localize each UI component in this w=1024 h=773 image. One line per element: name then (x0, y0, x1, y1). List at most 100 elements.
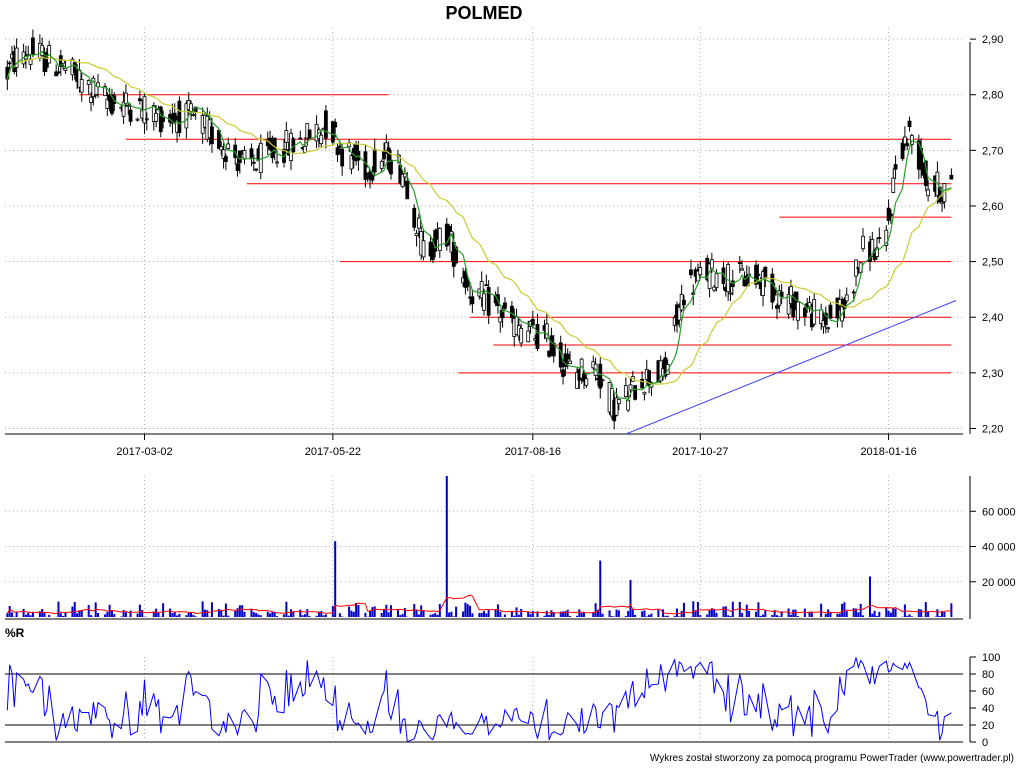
candle-body (124, 93, 127, 103)
volume-bar (548, 615, 550, 617)
volume-bar (778, 616, 780, 617)
candle-body (796, 302, 799, 320)
volume-y-tick-label: 40 000 (982, 542, 1016, 554)
volume-bar (797, 616, 799, 617)
volume-bar (862, 615, 864, 617)
price-y-tick-label: 2,70 (982, 145, 1003, 157)
volume-bar (616, 610, 618, 617)
candle-body (422, 241, 425, 257)
candle-body (892, 178, 895, 192)
candle-body (827, 328, 830, 329)
candle-body (634, 386, 637, 400)
candle-body (178, 101, 181, 132)
volume-bar (353, 612, 355, 617)
volume-bar (178, 614, 180, 617)
volume-bar (418, 614, 420, 617)
price-x-tick-label: 2017-10-27 (672, 446, 728, 458)
volume-bar (469, 606, 471, 617)
candle-body (173, 113, 176, 120)
volume-bar (244, 612, 246, 617)
volume-bar (829, 613, 831, 617)
candle-body (308, 130, 311, 139)
candle-body (406, 181, 409, 199)
volume-bar (939, 616, 941, 617)
volume-bar (857, 612, 859, 617)
volume-bar (895, 609, 897, 617)
candle-body (303, 146, 306, 152)
volume-bar (239, 605, 241, 617)
candle-body (599, 364, 602, 388)
volume-bar (836, 614, 838, 617)
volume-bar (257, 614, 259, 617)
volume-bar (97, 613, 99, 617)
volume-bar (936, 609, 938, 617)
volume-bar (302, 615, 304, 617)
candle-body (624, 386, 627, 397)
volume-bar (323, 615, 325, 617)
volume-y-tick-label: 60 000 (982, 506, 1016, 518)
volume-bar (450, 612, 452, 617)
volume-bar (499, 612, 501, 617)
volume-bar (478, 613, 480, 617)
volume-bar (399, 615, 401, 617)
volume-bar (625, 616, 627, 617)
volume-bar (732, 602, 734, 617)
candle-body (192, 115, 195, 116)
volume-bar (350, 611, 352, 617)
candle-body (601, 380, 604, 381)
volume-bar (546, 611, 548, 617)
volume-bar (760, 616, 762, 617)
candle-body (738, 263, 741, 264)
price-y-tick-label: 2,40 (982, 312, 1003, 324)
volume-bar (871, 614, 873, 617)
candle-body (757, 274, 760, 275)
candle-body (503, 303, 506, 308)
candle-body (438, 228, 441, 250)
candle-body (617, 399, 620, 403)
volume-bar (81, 610, 83, 617)
volume-bar (341, 616, 343, 617)
volume-bar (648, 615, 650, 617)
volume-bar (57, 602, 59, 617)
volume-bar (716, 613, 718, 617)
volume-bar (699, 615, 701, 617)
candle-body (527, 331, 530, 342)
volume-bar (746, 605, 748, 617)
candle-body (566, 354, 569, 359)
volume-bar (874, 611, 876, 617)
volume-bar (495, 609, 497, 617)
volume-bar (650, 614, 652, 617)
volume-bar (843, 602, 845, 617)
volume-bar (641, 611, 643, 617)
candle-body (627, 400, 630, 410)
price-x-tick-label: 2018-01-16 (860, 446, 916, 458)
price-y-tick-label: 2,30 (982, 368, 1003, 380)
candle-body (471, 297, 474, 304)
volume-bar (383, 609, 385, 617)
volume-bar (155, 609, 157, 617)
candle-body (162, 118, 165, 121)
volume-bar (792, 610, 794, 617)
candle-body (380, 162, 383, 169)
candle-body (145, 119, 148, 120)
candle-body (531, 319, 534, 325)
volume-bar (576, 616, 578, 617)
price-x-tick-label: 2017-08-16 (505, 446, 561, 458)
candle-body (224, 157, 227, 162)
volume-bar (436, 615, 438, 617)
volume-bar (925, 602, 927, 617)
volume-bar (453, 616, 455, 617)
volume-bar (413, 604, 415, 617)
candle-body (155, 113, 158, 121)
volume-bar (906, 616, 908, 617)
volume-bar (918, 609, 920, 617)
candle-body (643, 392, 646, 394)
volume-bar (241, 605, 243, 617)
volume-bar (676, 608, 678, 617)
volume-bar (771, 615, 773, 617)
volume-bar (11, 612, 13, 617)
candle-body (950, 175, 953, 179)
candle-body (190, 104, 193, 112)
volume-bar (374, 606, 376, 617)
candle-body (371, 175, 374, 180)
